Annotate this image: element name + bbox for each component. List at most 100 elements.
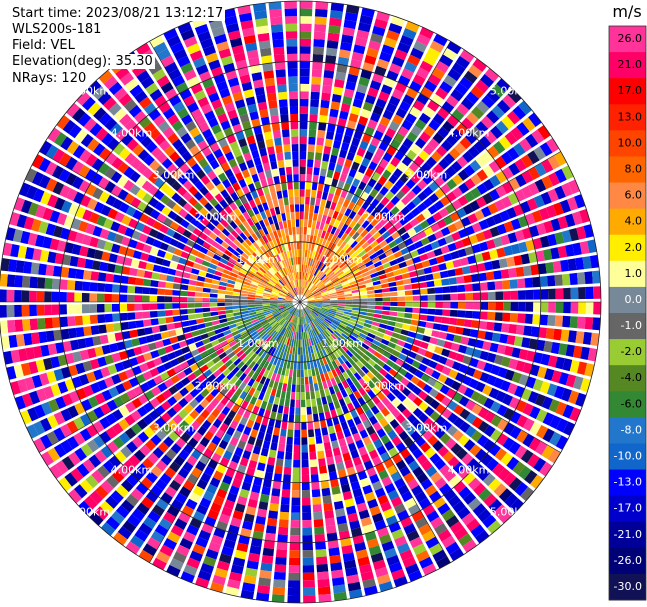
velocity-gate — [55, 460, 69, 475]
velocity-gate — [415, 517, 428, 529]
velocity-gate — [360, 108, 371, 119]
velocity-gate — [224, 265, 233, 272]
velocity-gate — [349, 520, 361, 530]
velocity-gate — [315, 327, 321, 335]
velocity-gate — [154, 95, 167, 108]
velocity-gate — [156, 152, 168, 164]
velocity-gate — [454, 527, 469, 541]
velocity-gate — [79, 149, 92, 163]
velocity-gate — [202, 227, 212, 236]
velocity-gate — [283, 406, 289, 415]
velocity-gate — [401, 272, 411, 279]
velocity-gate — [130, 157, 142, 170]
velocity-gate — [280, 390, 286, 399]
velocity-gate — [431, 67, 446, 80]
velocity-gate — [579, 241, 590, 255]
velocity-gate — [262, 235, 269, 244]
velocity-gate — [345, 81, 357, 91]
velocity-gate — [89, 511, 104, 526]
velocity-gate — [29, 318, 39, 331]
velocity-gate — [509, 498, 524, 513]
velocity-gate — [131, 468, 144, 481]
velocity-gate — [268, 268, 275, 276]
velocity-gate — [446, 425, 458, 437]
velocity-gate — [384, 266, 393, 274]
velocity-gate — [493, 236, 503, 248]
velocity-gate — [493, 354, 504, 365]
velocity-gate — [361, 271, 370, 278]
velocity-gate — [587, 239, 597, 254]
velocity-gate — [345, 217, 353, 226]
velocity-gate — [288, 580, 300, 588]
velocity-gate — [291, 384, 296, 393]
velocity-gate — [209, 351, 218, 360]
velocity-gate — [418, 363, 428, 373]
velocity-gate — [131, 338, 141, 347]
velocity-gate — [272, 586, 285, 596]
velocity-gate — [236, 275, 245, 281]
velocity-gate — [311, 311, 318, 317]
velocity-gate — [296, 369, 300, 378]
velocity-gate — [575, 392, 587, 407]
velocity-gate — [278, 221, 284, 230]
velocity-gate — [288, 307, 295, 313]
velocity-gate — [323, 278, 331, 285]
velocity-gate — [306, 295, 314, 299]
velocity-gate — [461, 375, 472, 386]
velocity-gate — [399, 173, 410, 184]
velocity-gate — [502, 291, 511, 300]
velocity-gate — [568, 330, 577, 343]
velocity-gate — [321, 348, 328, 357]
velocity-gate — [456, 156, 469, 168]
velocity-gate — [459, 408, 471, 420]
velocity-gate — [226, 492, 238, 503]
velocity-gate — [386, 554, 400, 566]
velocity-gate — [394, 49, 408, 61]
velocity-gate — [313, 291, 321, 296]
velocity-gate — [531, 129, 545, 144]
velocity-gate — [91, 173, 103, 186]
velocity-gate — [253, 125, 263, 135]
velocity-gate — [462, 150, 474, 163]
velocity-gate — [123, 99, 137, 112]
velocity-gate — [316, 556, 328, 565]
velocity-gate — [340, 354, 348, 363]
velocity-gate — [74, 402, 86, 415]
velocity-gate — [287, 242, 292, 251]
velocity-gate — [217, 294, 226, 299]
velocity-gate — [388, 22, 403, 34]
velocity-gate — [74, 292, 82, 302]
velocity-gate — [228, 323, 237, 329]
velocity-gate — [295, 324, 298, 332]
velocity-gate — [173, 276, 182, 284]
velocity-gate — [314, 318, 321, 326]
velocity-gate — [37, 277, 46, 289]
velocity-gate — [212, 227, 221, 236]
velocity-gate — [165, 228, 176, 238]
velocity-gate — [475, 155, 488, 168]
velocity-gate — [154, 165, 166, 177]
velocity-gate — [310, 312, 316, 319]
velocity-gate — [296, 287, 299, 295]
velocity-gate — [372, 480, 383, 491]
velocity-gate — [278, 306, 286, 309]
velocity-gate — [217, 310, 226, 315]
velocity-gate — [232, 292, 241, 296]
velocity-gate — [324, 279, 332, 286]
velocity-gate — [224, 237, 233, 246]
velocity-gate — [364, 491, 376, 502]
velocity-gate — [300, 347, 303, 355]
velocity-gate — [416, 93, 429, 105]
velocity-gate — [357, 396, 366, 406]
velocity-gate — [537, 263, 547, 275]
velocity-gate — [314, 16, 327, 25]
velocity-gate — [278, 91, 288, 100]
velocity-gate — [265, 386, 273, 395]
velocity-gate — [176, 334, 186, 342]
velocity-gate — [379, 240, 388, 248]
velocity-gate — [283, 375, 289, 384]
velocity-gate — [538, 327, 547, 339]
velocity-gate — [312, 320, 318, 328]
velocity-gate — [459, 76, 473, 90]
velocity-gate — [277, 298, 286, 301]
